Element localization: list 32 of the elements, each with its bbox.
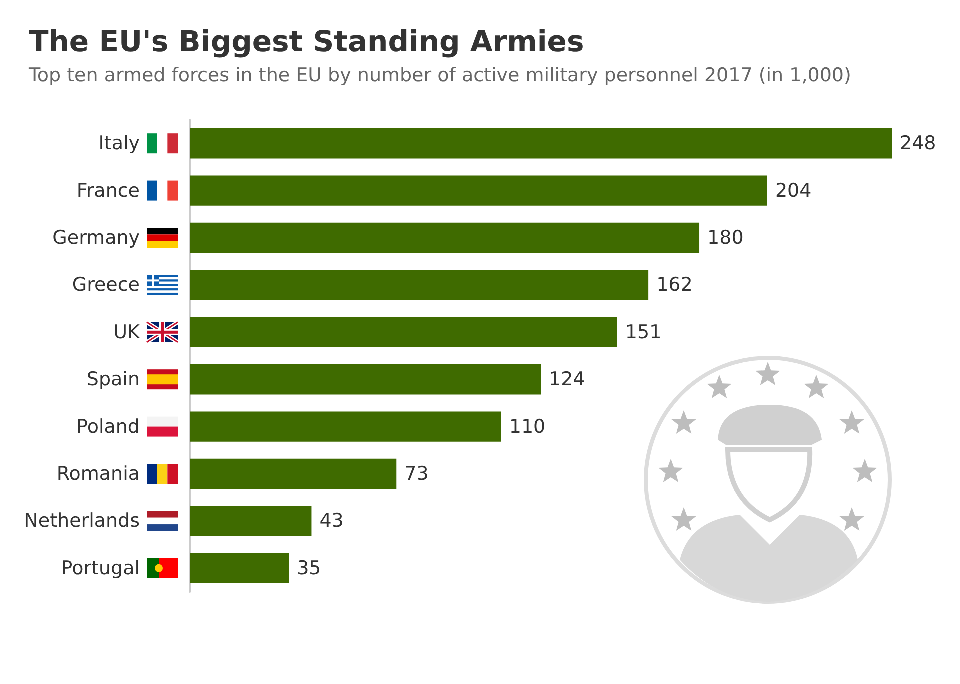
y-tick-label: Poland — [76, 416, 140, 438]
bar — [190, 222, 700, 254]
data-label: 73 — [404, 463, 429, 485]
y-tick-label: Romania — [56, 463, 140, 485]
data-label: 124 — [549, 368, 586, 391]
y-tick-label: Portugal — [61, 557, 140, 580]
bar — [190, 128, 892, 159]
bar — [190, 364, 541, 395]
data-label: 110 — [509, 416, 546, 438]
data-label: 180 — [708, 227, 744, 249]
data-label: 151 — [625, 321, 662, 344]
data-label: 43 — [320, 510, 344, 532]
y-tick-label: France — [76, 180, 140, 202]
bar — [190, 412, 502, 442]
data-label: 248 — [900, 132, 936, 155]
bar — [190, 270, 649, 300]
y-tick-label: Italy — [98, 132, 140, 155]
bar — [190, 317, 618, 348]
data-label: 35 — [297, 557, 322, 580]
chart-subtitle: Top ten armed forces in the EU by number of active military personnel 2017 (in 1,000) — [28, 64, 852, 86]
bar — [190, 553, 290, 584]
y-tick-label: UK — [114, 321, 141, 344]
data-label: 162 — [656, 274, 693, 296]
y-tick-label: Germany — [52, 227, 140, 249]
bar — [190, 176, 768, 206]
bar — [190, 506, 312, 536]
y-tick-label: Spain — [86, 368, 140, 391]
chart-title: The EU's Biggest Standing Armies — [29, 24, 584, 58]
bar — [190, 458, 397, 490]
y-tick-label: Greece — [72, 274, 140, 296]
y-tick-label: Netherlands — [24, 510, 140, 532]
data-label: 204 — [775, 180, 812, 202]
